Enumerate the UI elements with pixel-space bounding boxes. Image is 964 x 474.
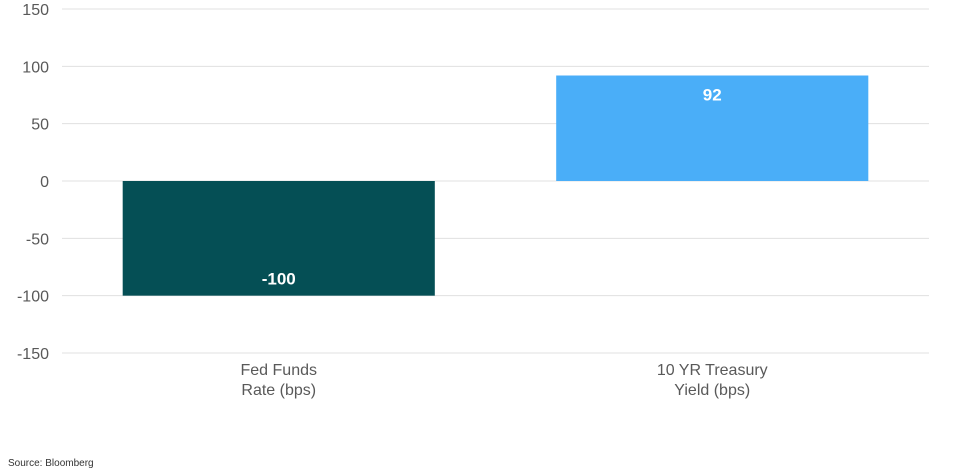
category-label: Rate (bps) <box>241 382 316 399</box>
data-label: 92 <box>703 86 722 105</box>
y-tick-label: -150 <box>17 346 49 363</box>
y-tick-label: 0 <box>40 174 49 191</box>
y-tick-label: -100 <box>17 289 49 306</box>
bar <box>556 75 869 181</box>
source-note: Source: Bloomberg <box>8 458 94 469</box>
y-tick-label: 100 <box>22 59 49 76</box>
data-label: -100 <box>262 270 296 289</box>
category-label: Yield (bps) <box>674 382 750 399</box>
y-tick-label: -50 <box>26 231 49 248</box>
category-label: 10 YR Treasury <box>657 362 768 379</box>
category-label: Fed Funds <box>241 362 317 379</box>
y-tick-label: 150 <box>22 2 49 19</box>
bar <box>122 181 435 296</box>
y-tick-label: 50 <box>31 117 49 134</box>
